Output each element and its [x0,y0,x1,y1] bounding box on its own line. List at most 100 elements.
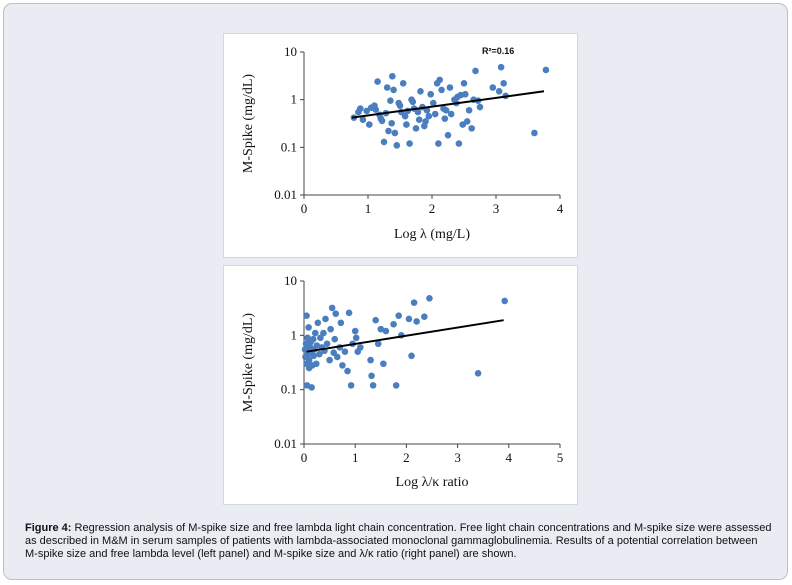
data-point [322,315,329,323]
data-point [463,118,471,125]
data-point [326,356,333,364]
scatter-chart-lambda: 0 1 2 3 4 0.01 0.1 1 10 Log λ (mg/L) M-Spike (mg/d… [241,44,564,242]
data-point [383,84,391,91]
data-point [380,360,387,368]
data-point [414,108,422,116]
data-point [393,142,401,149]
data-point [365,121,373,128]
data-point [312,360,320,368]
data-point [410,299,418,306]
data-point [436,76,443,84]
data-point [311,329,319,337]
data-point [417,87,424,95]
data-point [352,334,360,342]
data-point [367,356,374,364]
data-point [438,86,445,94]
figure-frame: 0 1 2 3 4 0.01 0.1 1 10 Log λ (mg/L) M-Spike (mg/d… [3,3,788,580]
data-point [474,370,482,377]
data-point [542,66,550,74]
data-point [396,102,404,109]
x-tick-label: 3 [454,450,461,465]
data-point [309,335,317,343]
data-point [444,131,452,139]
data-point [461,90,469,98]
x-axis-label: Log λ (mg/L) [394,227,470,242]
data-point [531,129,538,137]
data-point [389,72,396,80]
data-point [403,121,410,128]
chart-panel-ratio: 0 1 2 3 4 5 0.01 0.1 1 10 Log λ/κ ratio M-Spike (mg… [223,265,578,505]
data-point [409,98,417,106]
data-point [333,353,341,361]
data-point [388,119,395,127]
x-tick-label: 4 [506,450,513,465]
data-point [441,115,449,122]
data-point [391,129,399,137]
y-tick-label: 0.1 [281,139,297,154]
x-tick-label: 1 [365,201,372,216]
scatter-chart-ratio: 0 1 2 3 4 5 0.01 0.1 1 10 Log λ/κ ratio M-Spike (mg… [241,273,564,490]
data-point [465,106,473,114]
caption-label: Figure 4: [25,522,72,534]
x-tick-label: 4 [557,201,564,216]
y-tick-label: 1 [291,92,298,107]
data-point [303,312,310,319]
data-point [332,310,340,318]
data-point [392,382,400,389]
x-tick-label: 0 [301,450,308,465]
x-tick-label: 5 [557,450,564,465]
x-tick-label: 2 [429,201,436,216]
data-point [357,105,364,112]
data-point [399,80,407,87]
data-point [344,367,351,375]
data-point [442,106,450,114]
y-tick-label: 10 [284,273,297,288]
data-point [378,117,386,125]
data-point [390,86,397,94]
data-point [369,382,377,389]
data-point [339,362,346,369]
trend-line [351,90,545,119]
y-axis-label: M-Spike (mg/dL) [241,313,256,412]
data-point [405,315,413,323]
r-squared-annotation: R²=0.16 [482,46,514,56]
data-point [408,352,415,360]
data-point [310,352,318,360]
data-point [374,340,382,348]
data-point [472,67,479,75]
data-point [374,78,381,85]
data-point [431,110,439,118]
data-point [377,325,385,333]
y-tick-label: 0.01 [274,187,297,202]
data-point [313,342,321,349]
y-tick-label: 10 [284,44,297,59]
data-point [425,112,433,120]
data-point [435,140,442,147]
data-point [316,350,323,358]
x-tick-label: 1 [352,450,359,465]
data-point [406,140,413,147]
data-point [460,80,468,87]
y-tick-label: 0.1 [281,382,297,397]
data-point [476,103,484,111]
data-point [422,118,429,125]
data-point [427,90,435,98]
data-point [331,335,339,343]
data-point [357,344,364,351]
x-tick-label: 0 [301,201,308,216]
y-tick-label: 0.01 [274,436,297,451]
data-point [320,329,327,337]
data-point [372,316,379,324]
data-point [372,106,379,113]
y-tick-label: 1 [291,327,298,342]
data-point [495,87,503,95]
data-point [382,327,390,335]
data-point [500,80,507,87]
data-point [468,125,475,132]
data-point [314,319,322,327]
data-point [305,324,312,331]
data-point [341,348,349,355]
data-point [359,116,367,123]
data-point [387,97,394,105]
data-point [413,318,420,325]
